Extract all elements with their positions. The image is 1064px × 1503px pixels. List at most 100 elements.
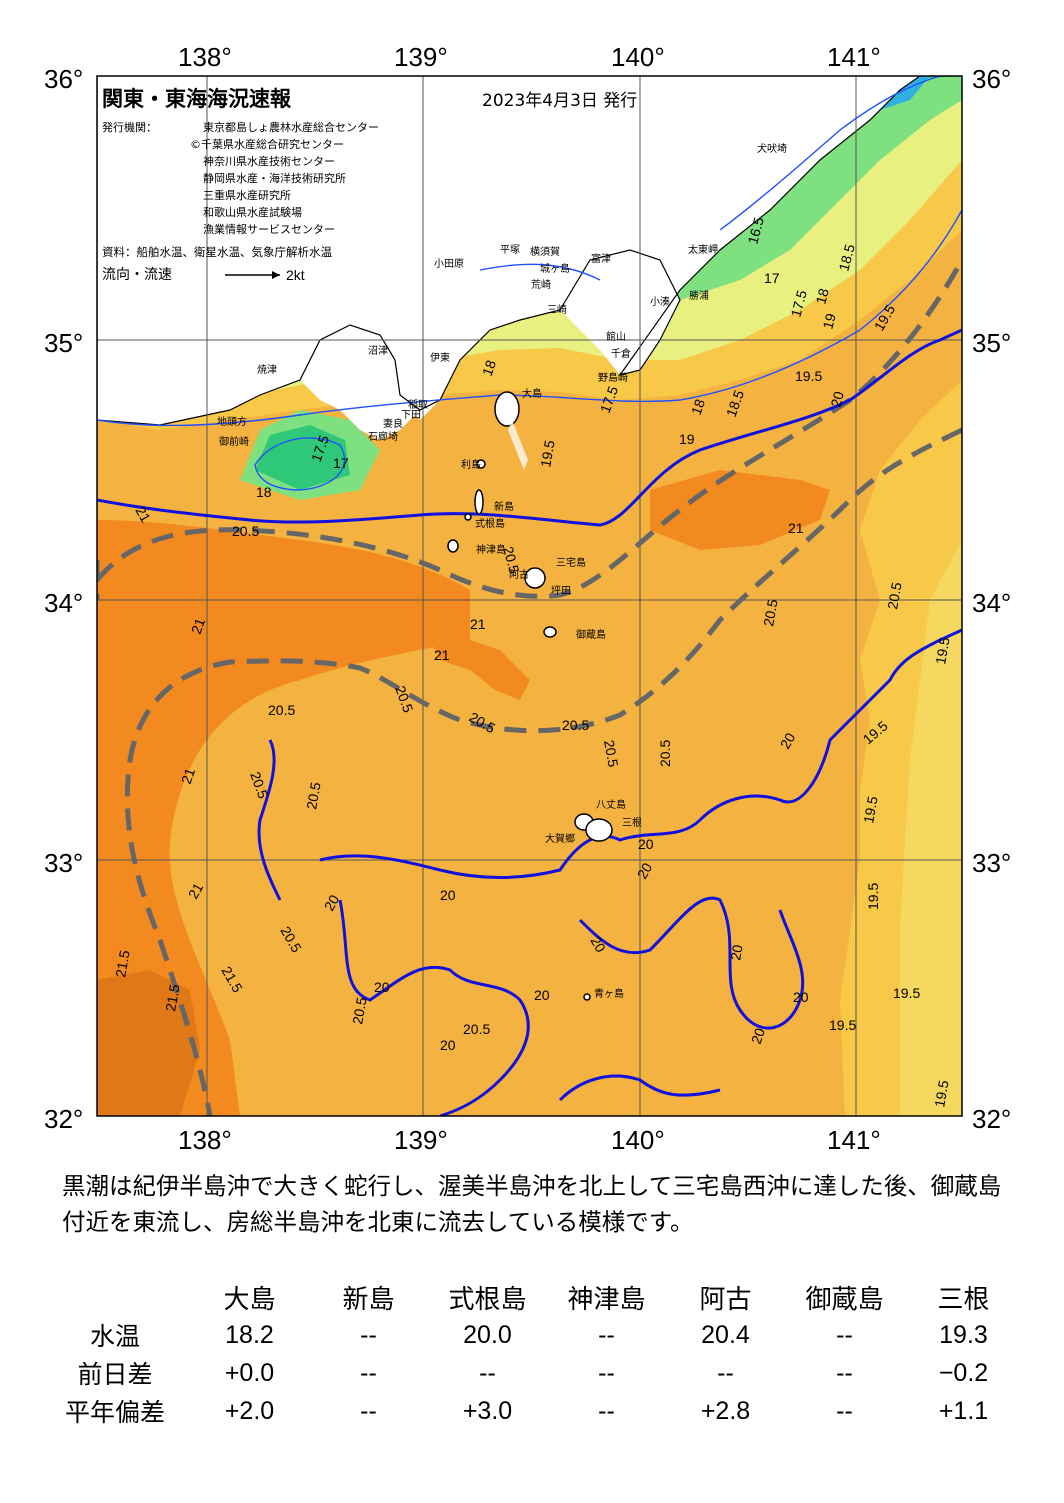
place-label: 大賀郷 [545,832,575,845]
table-header-row: 大島 新島 式根島 神津島 阿古 御蔵島 三根 [40,1278,1023,1316]
contour-20 [97,328,962,1116]
contour-label: 20.5 [349,996,370,1026]
place-label: 御蔵島 [576,628,606,641]
contour-label: 17.5 [787,288,810,319]
table-cell: -- [598,1320,615,1349]
contour-label: 21 [188,616,208,636]
place-label: 利島 [461,458,481,471]
contour-label: 20 [793,989,809,1005]
island-aogashima [583,993,591,1001]
lat-tick-right: 36° [972,64,1011,94]
place-label: 千倉 [611,347,631,360]
sst-below-17-suruga [255,425,350,490]
table-cell: -- [717,1358,734,1387]
contour-label: 20.5 [463,1021,490,1037]
contour-label: 19.5 [829,1017,856,1033]
contour-label: 20 [777,730,799,752]
place-label: 地頭方 [217,415,247,428]
contour-label: 21 [434,647,450,663]
condition-description: 黒潮は紀伊半島沖で大きく蛇行し、渥美半島沖を北上して三宅島西沖に達した後、御蔵島… [62,1172,1002,1236]
contour-label: 21.5 [112,949,133,979]
contour-label: 18 [812,286,832,305]
column-header: 大島 [223,1284,276,1315]
place-label: 妻良 [383,417,403,430]
island-hachijo-e [585,818,613,842]
sst-21-west [97,520,470,1116]
contour-label: 21 [185,880,207,902]
lat-tick-left: 32° [44,1104,83,1134]
contour-label: 20 [587,934,609,956]
contour-label: 20 [440,1037,456,1053]
table-row: 前日差 +0.0 -- -- -- -- -- −0.2 [40,1354,1023,1392]
lat-tick-left: 34° [44,588,83,618]
contour-label: 20.5 [601,739,622,769]
lon-tick-bottom: 138° [178,1125,232,1155]
column-header: 阿古 [699,1284,752,1315]
place-label: 平塚 [500,244,520,256]
contour-label: 20.5 [884,581,905,611]
table-cell: -- [836,1358,853,1387]
place-label: 式根島 [475,517,505,530]
place-label: 坪田 [551,584,571,597]
lon-tick-top: 140° [611,42,665,72]
lat-tick-right: 32° [972,1104,1011,1134]
lon-tick-bottom: 141° [827,1125,881,1155]
publisher-item: 静岡県水産・海洋技術研究所 [203,171,346,185]
contour-label: 19.5 [865,883,881,910]
oshima-wake [508,420,528,470]
island-temperature-table: 大島 新島 式根島 神津島 阿古 御蔵島 三根 水温 18.2 -- 20.0 … [40,1278,1023,1430]
contour-label: 19.5 [931,1079,952,1109]
column-header: 神津島 [567,1284,646,1315]
contour-label: 20 [374,979,390,995]
row-label: 水温 [89,1322,140,1351]
publisher-item: 和歌山県水産試験場 [203,205,302,219]
publisher-item: ©千葉県水産総合研究センター [190,137,344,151]
current-scale-label: 2kt [286,267,305,283]
table-cell: -- [598,1358,615,1387]
place-label: 太東岬 [688,243,718,256]
lon-tick-top: 138° [178,42,232,72]
place-label: 野島崎 [598,371,628,384]
contour-label: 18 [479,358,499,378]
sst-21-5 [97,970,200,1116]
table-cell: 19.3 [939,1320,988,1349]
table-cell: 18.2 [225,1320,274,1349]
contour-labels: 16.5 17 17.5 18 18.5 19 19.5 17.5 17 18 … [112,215,953,1108]
place-label: 稲取 [408,399,428,411]
place-label: 館山 [606,330,626,343]
publisher-item: 東京都島しょ農林水産総合センター [203,120,379,134]
sst-19-east-far [900,540,962,1116]
contour-label: 21 [178,766,198,786]
island-shikinejima [464,513,472,521]
contour-label: 19.5 [795,368,822,384]
place-label: 焼津 [257,364,277,376]
place-label: 小湊 [650,295,670,308]
axis-labels: 138° 139° 140° 141° 138° 139° 140° 141° … [44,42,1011,1155]
place-label: 勝浦 [689,289,709,302]
table-cell: -- [836,1320,853,1349]
table-cell: −0.2 [938,1358,989,1387]
place-label: 神津島 [476,543,506,556]
lat-tick-left: 35° [44,328,83,358]
coastline [97,76,921,426]
lon-tick-top: 139° [394,42,448,72]
table-cell: +3.0 [462,1396,513,1425]
place-labels: 犬吠埼 太東岬 勝浦 小湊 小田原 平塚 横須賀 富津 城ヶ島 荒崎 三崎 館山… [217,142,787,1000]
contour-label: 20 [634,860,656,882]
contour-label: 20 [321,892,343,914]
island-kozushima [447,539,459,553]
place-label: 伊東 [430,351,450,364]
contour-label: 20 [748,1026,768,1046]
column-header: 式根島 [448,1284,527,1315]
lat-tick-left: 33° [44,848,83,878]
lat-tick-right: 34° [972,588,1011,618]
contour-label: 18 [688,397,708,417]
island-oshima [494,391,520,427]
table-cell: +2.8 [700,1396,751,1425]
publisher-item: 神奈川県水産技術センター [203,154,335,168]
lat-lon-grid [97,76,962,1116]
contour-label: 20 [440,887,456,903]
place-label: 荒崎 [531,278,551,291]
sst-21-east [650,470,830,550]
place-label: 犬吠埼 [757,142,787,155]
